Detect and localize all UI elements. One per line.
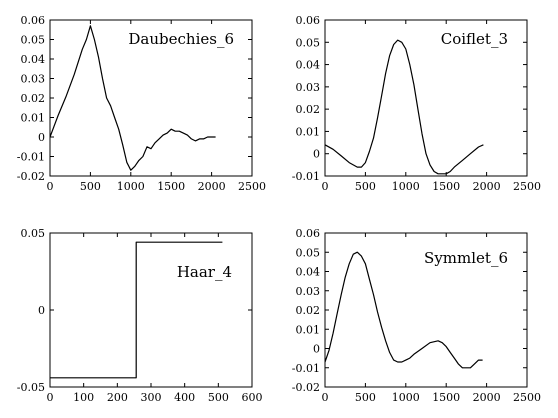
- haar-y-tick-label: 0: [38, 304, 45, 317]
- haar-x-tick-label: 0: [47, 391, 54, 404]
- daubechies-y-tick-label: 0.05: [21, 34, 46, 47]
- haar-x-tick-label: 500: [208, 391, 229, 404]
- daubechies-y-tick-label: -0.02: [17, 170, 45, 183]
- coiflet-y-tick-label: -0.01: [292, 170, 320, 183]
- daubechies-x-tick-label: 500: [80, 180, 101, 193]
- haar-y-tick-label: 0.05: [21, 227, 46, 240]
- coiflet-x-tick-label: 2500: [513, 180, 541, 193]
- coiflet-y-tick-label: 0: [313, 148, 320, 161]
- daubechies-y-tick-label: -0.01: [17, 151, 45, 164]
- coiflet-plot-frame: [324, 19, 528, 177]
- symmlet-y-tick-label: 0: [313, 343, 320, 356]
- daubechies-y-tick-label: 0.01: [21, 112, 46, 125]
- coiflet-y-tick-label: 0.05: [296, 36, 321, 49]
- haar-x-tick-label: 400: [174, 391, 195, 404]
- coiflet-x-tick-label: 2000: [473, 180, 501, 193]
- symmlet-y-tick-label: 0.03: [296, 285, 321, 298]
- coiflet-y-tick-label: 0.06: [296, 14, 321, 27]
- coiflet-y-tick-label: 0.03: [296, 81, 321, 94]
- coiflet-y-tick-label: 0.01: [296, 125, 321, 138]
- symmlet-title: Symmlet_6: [424, 249, 508, 267]
- haar-plot-frame: [49, 232, 253, 388]
- symmlet-x-tick-label: 500: [355, 391, 376, 404]
- coiflet-x-tick-label: 500: [355, 180, 376, 193]
- coiflet-y-tick-label: 0.02: [296, 103, 321, 116]
- symmlet-y-tick-label: -0.02: [292, 381, 320, 394]
- daubechies-y-tick-label: 0.03: [21, 73, 46, 86]
- daubechies-x-tick-label: 1500: [157, 180, 185, 193]
- symmlet-y-tick-label: 0.05: [296, 246, 321, 259]
- coiflet-x-tick-label: 1000: [392, 180, 420, 193]
- daubechies-panel: 0 500 1000 1500 2000 2500 -0.02 -0.01 0 0.01 0.02 0…: [17, 14, 266, 193]
- symmlet-y-tick-label: 0.04: [296, 266, 321, 279]
- haar-x-tick-label: 100: [73, 391, 94, 404]
- daubechies-title: Daubechies_6: [128, 30, 234, 48]
- symmlet-x-tick-label: 0: [322, 391, 329, 404]
- coiflet-wavelet-line: [324, 39, 484, 175]
- daubechies-y-tick-label: 0: [38, 131, 45, 144]
- daubechies-x-tick-label: 1000: [117, 180, 145, 193]
- haar-title: Haar_4: [177, 263, 232, 281]
- daubechies-y-tick-label: 0.02: [21, 92, 46, 105]
- haar-x-tick-label: 200: [107, 391, 128, 404]
- coiflet-panel: 0 500 1000 1500 2000 2500-0.0100.010.020.030.…: [292, 14, 541, 193]
- symmlet-wavelet-line: [324, 251, 483, 369]
- haar-y-tick-label: -0.05: [17, 381, 45, 394]
- daubechies-x-tick-label: 2000: [198, 180, 226, 193]
- daubechies-x-tick-label: 2500: [238, 180, 266, 193]
- symmlet-y-tick-label: 0.06: [296, 227, 321, 240]
- symmlet-y-tick-label: 0.01: [296, 323, 321, 336]
- haar-x-tick-label: 300: [141, 391, 162, 404]
- symmlet-x-tick-label: 1500: [432, 391, 460, 404]
- symmlet-y-tick-label: -0.01: [292, 362, 320, 375]
- symmlet-x-tick-label: 2500: [513, 391, 541, 404]
- daubechies-x-tick-label: 0: [47, 180, 54, 193]
- coiflet-title: Coiflet_3: [441, 30, 508, 48]
- haar-wavelet-line: [50, 241, 223, 379]
- daubechies-y-tick-label: 0.04: [21, 53, 46, 66]
- symmlet-x-tick-label: 2000: [473, 391, 501, 404]
- daubechies-wavelet-line: [49, 25, 216, 171]
- coiflet-y-tick-label: 0.04: [296, 59, 321, 72]
- daubechies-y-tick-label: 0.06: [21, 14, 46, 27]
- symmlet-panel: 0 500 1000 1500 2000 2500 -0.02 -0.01 0 0.01 0.02 0…: [292, 227, 541, 404]
- symmlet-y-tick-label: 0.02: [296, 304, 321, 317]
- symmlet-x-tick-label: 1000: [392, 391, 420, 404]
- coiflet-x-tick-label: 1500: [432, 180, 460, 193]
- haar-x-tick-label: 600: [242, 391, 263, 404]
- coiflet-x-tick-label: 0: [322, 180, 329, 193]
